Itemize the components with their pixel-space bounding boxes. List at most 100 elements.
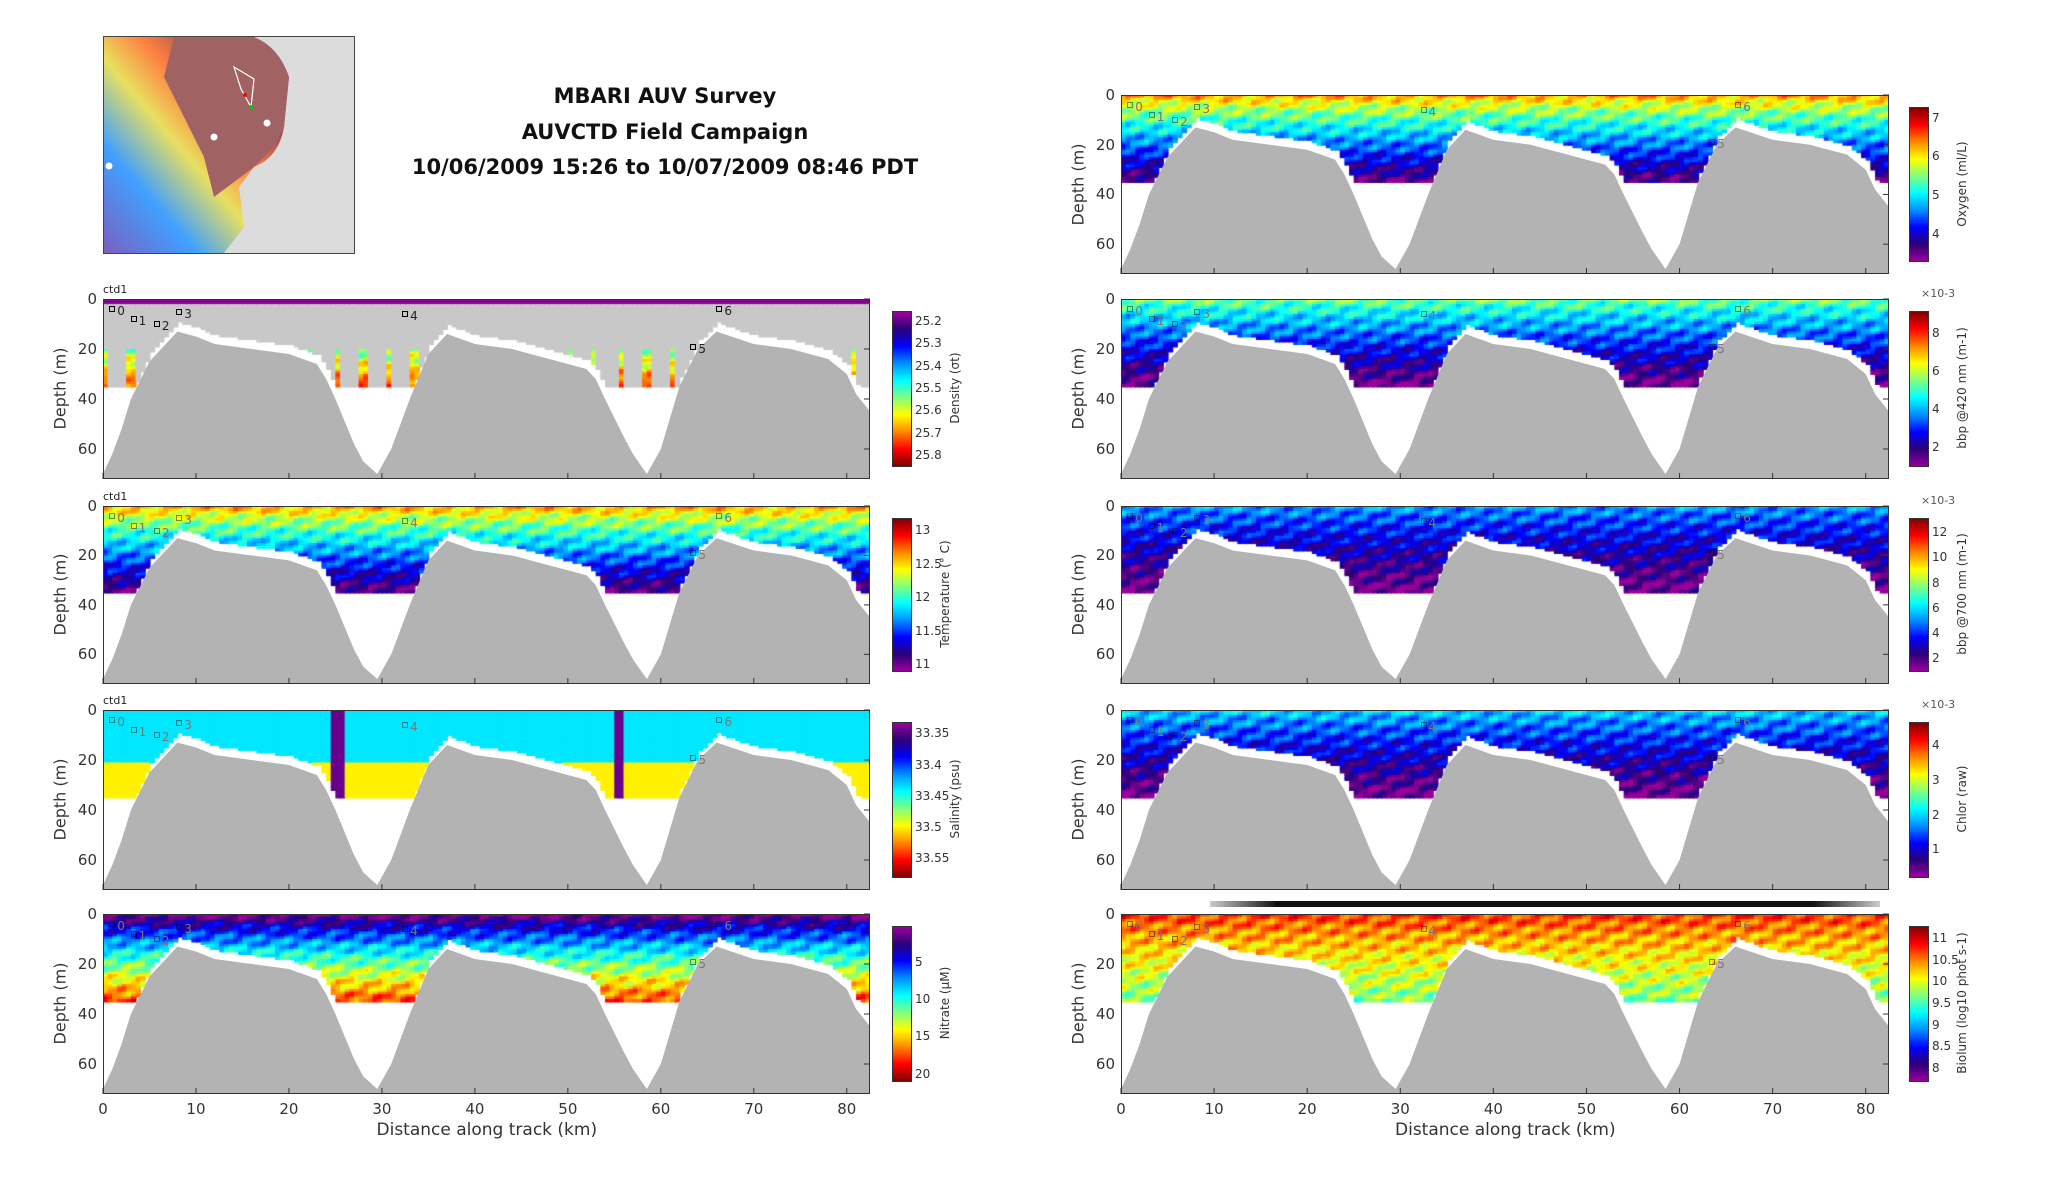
waypoint-label: 3 [1202,102,1210,117]
waypoint-marker [1735,921,1742,927]
colorbar-label: bbp @420 nm (m-1) [1955,327,1969,449]
waypoint-label: 2 [1179,319,1188,333]
waypoint-label: 6 [724,919,733,933]
waypoint-marker [1735,717,1742,723]
waypoint-label: 3 [1202,513,1210,528]
waypoint-marker [1127,921,1134,927]
seafloor [103,538,870,684]
colorbar-tick-label: 25.5 [915,381,942,395]
colorbar-tick-label: 6 [1932,600,1940,615]
time-bar [1210,901,1880,907]
y-axis-label: Depth (m) [50,962,70,1045]
colorbar-tick-label: 12 [915,590,931,605]
waypoint-marker [176,719,183,726]
waypoint-marker [1194,515,1201,522]
waypoint-marker [109,306,116,312]
waypoint-marker [1420,106,1427,113]
location-map [103,36,355,254]
waypoint-marker [176,308,183,315]
waypoint-marker [1420,517,1427,524]
waypoint-label: 0 [117,919,125,933]
waypoint-marker [1194,719,1201,726]
y-tick-label: 60 [1095,851,1115,869]
waypoint-marker [176,515,183,522]
plot-overlay [102,913,870,1094]
x-tick-label: 20 [279,1100,299,1118]
x-tick-label: 0 [98,1100,108,1118]
y-tick-label: 0 [87,905,97,923]
waypoint-label: 6 [724,715,733,729]
waypoint-marker [1709,139,1716,146]
waypoint-marker [1171,732,1178,738]
waypoint-label: 0 [117,510,125,525]
y-tick-label: 40 [77,390,97,408]
waypoint-marker [716,512,723,519]
waypoint-label: 4 [1428,720,1437,734]
waypoint-marker [1171,527,1178,534]
y-tick-label: 20 [1095,135,1115,154]
y-tick-label: 40 [1095,595,1115,614]
colorbar-label: Biolum (log10 phot s-1) [1955,932,1969,1074]
colorbar-label: Density (σt) [948,352,962,424]
waypoint-label: 5 [1717,752,1725,767]
waypoint-marker [1709,958,1716,965]
seafloor [1121,127,1889,274]
x-tick-label: 40 [465,1100,485,1118]
waypoint-marker [1194,923,1201,930]
colorbar-tick-label: 10 [1932,974,1948,989]
colorbar-tick-label: 4 [1932,226,1940,241]
colorbar-tick-label: 25.3 [915,336,942,351]
colorbar-tick-label: 9 [1932,1017,1940,1032]
y-tick-label: 60 [1095,235,1115,254]
y-tick-label: 0 [1105,86,1115,104]
waypoint-label: 6 [1743,99,1751,114]
waypoint-marker [402,311,409,317]
waypoint-label: 6 [1743,919,1751,933]
colorbar-tick-label: 7 [1932,110,1940,125]
y-tick-label: 0 [87,701,97,719]
colorbar-oxygen [1909,107,1929,262]
waypoint-label: 0 [1135,304,1143,318]
waypoint-marker [402,926,409,932]
x-tick-label: 10 [186,1100,206,1118]
waypoint-marker [1148,727,1155,733]
colorbar-multiplier: ×10-3 [1921,494,1956,507]
plot-overlay [1120,505,1889,684]
y-tick-label: 40 [77,801,97,819]
waypoint-marker [130,727,137,733]
waypoint-label: 6 [1743,304,1751,318]
colorbar-label: Nitrate (μM) [938,966,952,1040]
waypoint-marker [1171,321,1178,327]
y-tick-label: 20 [77,340,97,358]
y-axis-label: Depth (m) [1068,553,1088,636]
colorbar-tick-label: 10 [915,992,931,1007]
colorbar-label: Salinity (psu) [948,759,962,839]
waypoint-marker [130,522,137,529]
waypoint-label: 5 [698,547,706,562]
waypoint-marker [1709,549,1716,556]
waypoint-label: 0 [1135,510,1143,525]
waypoint-marker [153,936,160,942]
colorbar-tick-label: 25.4 [915,358,942,373]
waypoint-marker [1127,512,1134,519]
waypoint-label: 2 [1179,114,1188,129]
seafloor [1121,538,1889,684]
waypoint-marker [1709,343,1716,350]
colorbar-label: Temperature (° C) [938,540,952,648]
waypoint-label: 6 [1743,510,1751,525]
waypoint-label: 5 [698,956,706,971]
waypoint-marker [1171,936,1178,942]
colorbar-tick-label: 10 [1932,550,1948,565]
colorbar-tick-label: 2 [1932,439,1940,454]
colorbar-tick-label: 13 [915,523,931,538]
waypoint-marker [153,321,160,327]
y-axis-label: Depth (m) [1068,347,1088,430]
waypoint-label: 2 [1179,730,1188,744]
colorbar-tick-label: 33.35 [915,726,950,741]
colorbar-tick-label: 11 [915,657,931,672]
